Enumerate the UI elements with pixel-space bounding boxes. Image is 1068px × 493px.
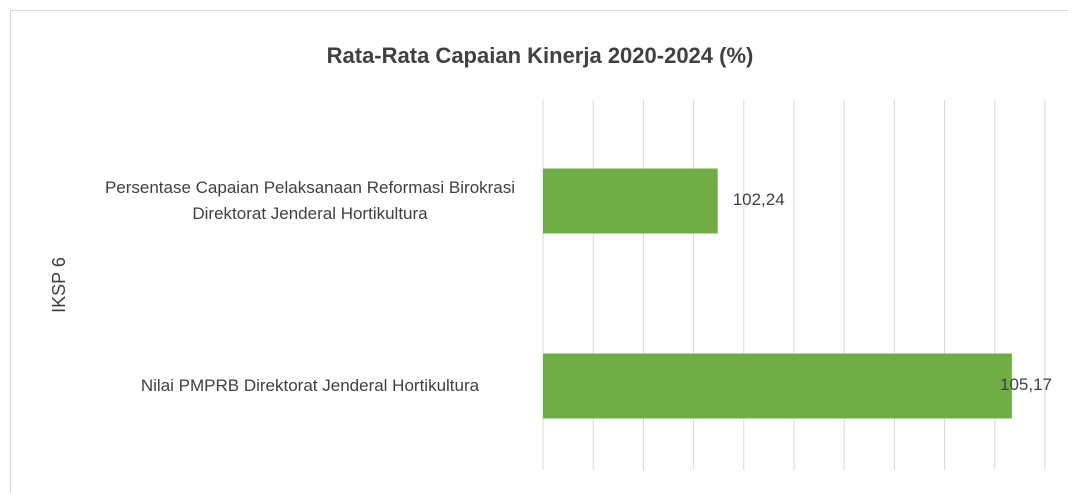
bar xyxy=(543,168,718,234)
category-label: Nilai PMPRB Direktorat Jenderal Hortikul… xyxy=(140,375,480,395)
category-label: Persentase Capaian Pelaksanaan Reformasi… xyxy=(104,177,516,223)
chart-border xyxy=(10,10,1068,493)
data-label: 105,17 xyxy=(1000,375,1052,394)
bar xyxy=(543,353,1012,419)
group-label: IKSP 6 xyxy=(49,257,69,313)
data-label: 102,24 xyxy=(733,190,785,209)
chart-title: Rata-Rata Capaian Kinerja 2020-2024 (%) xyxy=(327,43,754,68)
